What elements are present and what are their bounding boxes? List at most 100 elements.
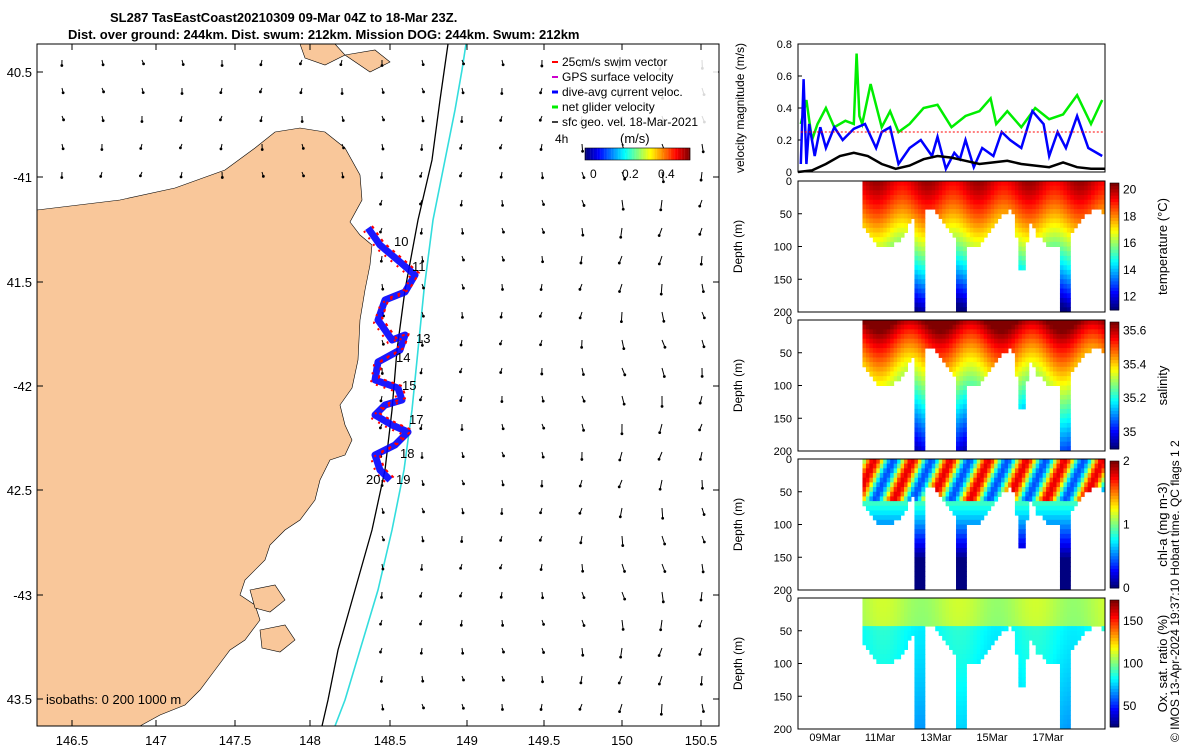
surface-current-arrows — [60, 59, 706, 716]
velocity-ytick: 0.2 — [777, 135, 792, 147]
land-tasmania — [37, 127, 373, 726]
colorbar-tick: 12 — [1123, 290, 1137, 304]
depth-label: Depth (m) — [731, 637, 745, 690]
footer-credit: © IMOS 13-Apr-2024 19:37:10 Hobart time.… — [1168, 440, 1182, 742]
map-xtick-label: 148.5 — [374, 733, 407, 748]
depth-label: Depth (m) — [731, 220, 745, 273]
colorbar-label: temperature (°C) — [1155, 198, 1170, 295]
map-axis-ticks: 146.5 147 147.5 148 148.5 149 149.5 150 150.540.… — [7, 44, 719, 748]
land-islands-north — [299, 44, 391, 73]
legend-geo: sfc geo. vel. 18-Mar-2021 — [562, 115, 698, 129]
map-xtick-label: 147 — [145, 733, 167, 748]
legend-cbar-tick-2: 0.4 — [658, 167, 675, 181]
colorbar-tick: 35.2 — [1123, 391, 1147, 405]
time-xtick: 13Mar — [920, 732, 952, 744]
colorbar-label: salinity — [1155, 365, 1170, 405]
depth-tick: 0 — [786, 315, 792, 327]
colorbar-tick: 35.6 — [1123, 323, 1147, 337]
map-xtick-label: 150.5 — [685, 733, 718, 748]
profile-panels: 0 0.2 0.4 0.6 0.8 velocity magnitude (m/s) 0 5… — [731, 39, 1170, 744]
depth-tick: 0 — [786, 176, 792, 188]
depth-tick: 200 — [774, 446, 792, 458]
colorbar-label: Ox. sat. ratio (%) — [1155, 615, 1170, 713]
map-xtick-label: 147.5 — [219, 733, 252, 748]
heatmap-temperature: 0 50 100 150 200 Depth (m) 12 14 16 18 20 temperatu… — [731, 176, 1170, 319]
time-xtick: 09Mar — [809, 732, 841, 744]
heatmap-salinity: 0 50 100 150 200 Depth (m) 35 35.2 35.4 35.6 salin… — [731, 315, 1170, 458]
map-xtick-label: 146.5 — [56, 733, 89, 748]
depth-label: Depth (m) — [731, 498, 745, 551]
colorbar-tick: 150 — [1123, 614, 1143, 628]
land-bay-islands — [249, 584, 296, 653]
glider-track — [363, 225, 421, 484]
map-xtick-label: 148 — [299, 733, 321, 748]
map-ytick-label: -42 — [13, 379, 32, 394]
depth-tick: 50 — [780, 348, 792, 360]
depth-tick: 100 — [774, 659, 792, 671]
colorbar-tick: 35 — [1123, 425, 1137, 439]
legend-cbar-tick-0: 0 — [590, 167, 597, 181]
legend-duration: 4h — [555, 132, 568, 146]
day-labels: 10 11 13 14 15 17 18 19 20 — [366, 234, 430, 487]
legend-swim: 25cm/s swim vector — [562, 55, 667, 69]
day-label: 15 — [402, 378, 416, 393]
depth-tick: 100 — [774, 381, 792, 393]
map-ytick-label: 43.5 — [7, 692, 32, 707]
legend-net: net glider velocity — [562, 100, 655, 114]
time-xtick: 17Mar — [1032, 732, 1064, 744]
depth-tick: 0 — [786, 454, 792, 466]
day-label: 13 — [416, 331, 430, 346]
velocity-series-line — [797, 151, 1105, 174]
velocity-ytick: 0.4 — [777, 103, 792, 115]
depth-tick: 100 — [774, 242, 792, 254]
colorbar-tick: 20 — [1123, 183, 1137, 197]
chart-title-line1: SL287 TasEastCoast20210309 09-Mar 04Z to… — [110, 10, 458, 25]
colorbar-tick: 50 — [1123, 699, 1137, 713]
heatmap-chl-a: 0 50 100 150 200 Depth (m) 0 1 2 chl-a (mg m-3) — [731, 454, 1170, 597]
depth-tick: 100 — [774, 520, 792, 532]
map-panel: 10 11 13 14 15 17 18 19 20 146.5 147 147.5 148 148.5… — [7, 43, 720, 748]
day-label: 10 — [394, 234, 408, 249]
chart-title-line2: Dist. over ground: 244km. Dist. swum: 21… — [68, 27, 580, 42]
depth-tick: 200 — [774, 724, 792, 736]
day-label: 17 — [409, 412, 423, 427]
depth-label: Depth (m) — [731, 359, 745, 412]
colorbar-tick: 18 — [1123, 209, 1137, 223]
time-xtick: 11Mar — [865, 732, 896, 744]
legend-gps: GPS surface velocity — [562, 70, 673, 84]
day-label: 20 — [366, 472, 380, 487]
velocity-ytick: 0.6 — [777, 71, 792, 83]
colorbar-tick: 14 — [1123, 263, 1137, 277]
colorbar-tick: 2 — [1123, 454, 1130, 468]
map-ytick-label: 40.5 — [7, 65, 32, 80]
velocity-series-line — [799, 79, 1103, 173]
depth-tick: 50 — [780, 209, 792, 221]
colorbar-tick: 0 — [1123, 581, 1130, 595]
map-xtick-label: 149.5 — [528, 733, 561, 748]
depth-tick: 50 — [780, 487, 792, 499]
velocity-ylabel: velocity magnitude (m/s) — [733, 43, 747, 173]
time-xtick: 15Mar — [976, 732, 1008, 744]
colorbar-tick: 1 — [1123, 518, 1130, 532]
day-label: 19 — [396, 472, 410, 487]
day-label: 14 — [396, 350, 410, 365]
map-ytick-label: -43 — [13, 588, 32, 603]
velocity-ytick: 0.8 — [777, 39, 792, 51]
legend-dac: dive-avg current veloc. — [562, 85, 683, 99]
depth-tick: 200 — [774, 585, 792, 597]
depth-tick: 200 — [774, 307, 792, 319]
depth-tick: 150 — [774, 413, 792, 425]
map-xtick-label: 150 — [611, 733, 633, 748]
map-ytick-label: 41.5 — [7, 275, 32, 290]
isobath-label: isobaths: 0 200 1000 m — [46, 692, 181, 707]
day-label: 18 — [400, 446, 414, 461]
map-ytick-label: 42.5 — [7, 483, 32, 498]
colorbar-tick: 35.4 — [1123, 357, 1147, 371]
depth-tick: 150 — [774, 552, 792, 564]
legend-cbar-tick-1: 0.2 — [622, 167, 639, 181]
map-xtick-label: 149 — [456, 733, 478, 748]
map-ytick-label: -41 — [13, 170, 32, 185]
legend-colorbar — [584, 147, 691, 161]
colorbar-tick: 100 — [1123, 657, 1143, 671]
